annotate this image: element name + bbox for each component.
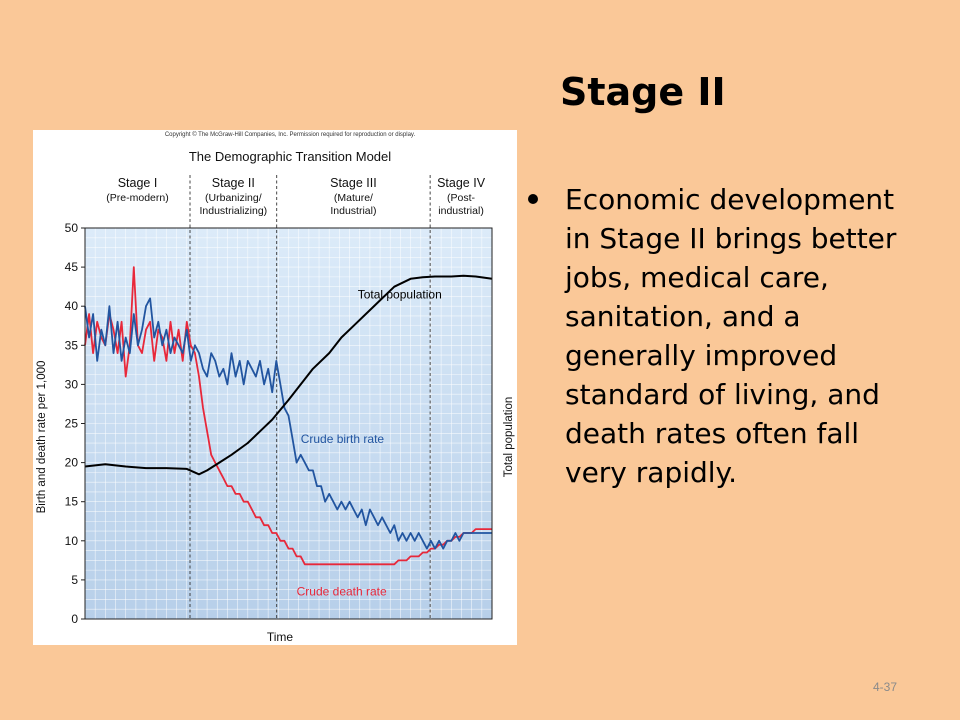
- y-tick-label: 35: [65, 338, 79, 352]
- crude-birth-rate-line: [84, 297, 492, 550]
- crude-death-rate-label: Crude death rate: [297, 585, 387, 599]
- stage-label: Stage I: [118, 176, 158, 190]
- y-axis-label: Birth and death rate per 1,000: [36, 361, 48, 514]
- y-tick-label: 10: [65, 534, 79, 548]
- stage-sublabel: (Mature/: [334, 192, 373, 204]
- y-tick-label: 15: [65, 495, 79, 509]
- stage-sublabel: industrial): [438, 205, 484, 217]
- bullet-dot-icon: [528, 194, 538, 204]
- copyright-notice: Copyright © The McGraw-Hill Companies, I…: [165, 131, 416, 138]
- stage-label: Stage II: [212, 176, 255, 190]
- bullet-list: Economic development in Stage II brings …: [528, 180, 928, 492]
- x-axis-label: Time: [267, 630, 294, 644]
- demographic-transition-figure: Copyright © The McGraw-Hill Companies, I…: [33, 130, 517, 645]
- demographic-transition-chart: Copyright © The McGraw-Hill Companies, I…: [36, 131, 515, 644]
- y-tick-label: 50: [65, 221, 79, 235]
- stage-sublabel: Industrializing): [199, 205, 267, 217]
- total-population-line: [84, 274, 493, 476]
- stage-sublabel: (Urbanizing/: [205, 192, 262, 204]
- chart-title: The Demographic Transition Model: [189, 149, 391, 164]
- bullet-item: Economic development in Stage II brings …: [528, 180, 928, 492]
- y-tick-label: 25: [65, 417, 79, 431]
- y-axis-right-label: Total population: [503, 397, 515, 478]
- crude-birth-rate-label: Crude birth rate: [301, 432, 385, 446]
- slide-title: Stage II: [560, 70, 726, 114]
- y-tick-label: 40: [65, 299, 79, 313]
- y-tick-label: 0: [71, 612, 78, 626]
- y-tick-label: 30: [65, 377, 79, 391]
- stage-label: Stage IV: [437, 176, 486, 190]
- stage-label: Stage III: [330, 176, 377, 190]
- total-population-label: Total population: [358, 287, 442, 301]
- crude-death-rate-line: [84, 266, 492, 566]
- y-tick-label: 45: [65, 260, 79, 274]
- page-number: 4-37: [873, 680, 898, 694]
- stage-sublabel: Industrial): [330, 205, 376, 217]
- stage-sublabel: (Post-: [447, 192, 476, 204]
- stage-sublabel: (Pre-modern): [106, 192, 168, 204]
- bullet-text: Economic development in Stage II brings …: [565, 183, 897, 489]
- y-tick-label: 20: [65, 456, 79, 470]
- y-tick-label: 5: [71, 573, 78, 587]
